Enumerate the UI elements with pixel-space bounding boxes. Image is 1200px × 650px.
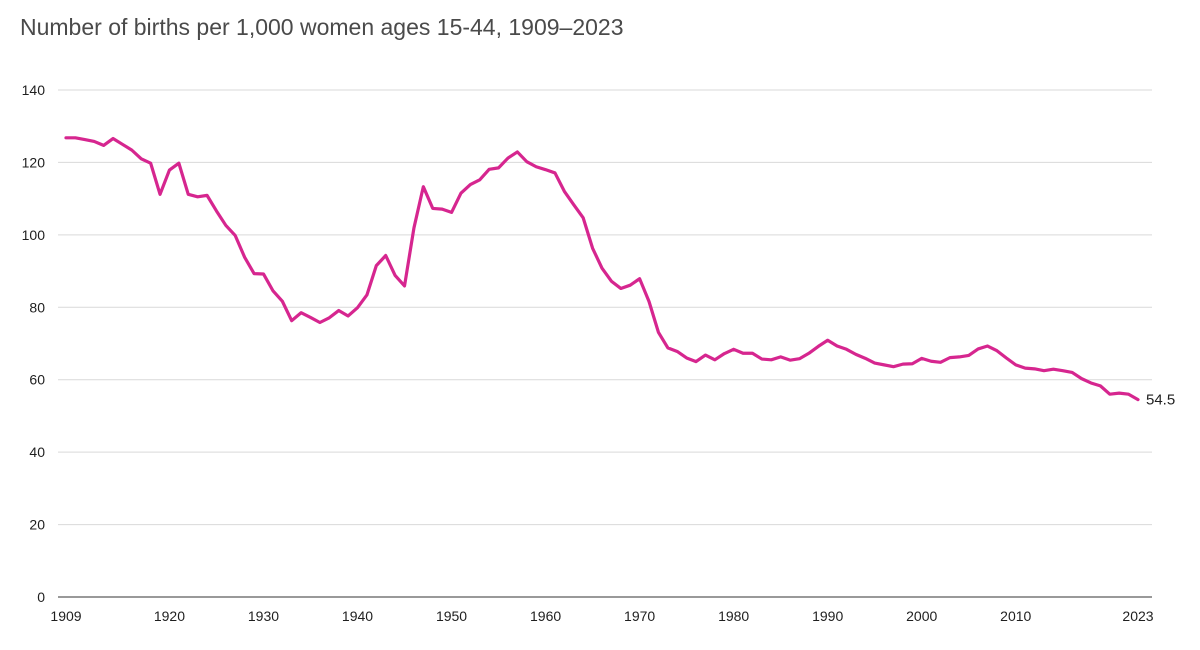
y-tick-label: 20 bbox=[29, 517, 45, 533]
x-axis-tick-labels: 1909 1920 1930 1940 1950 1960 1970 1980 1990 2000… bbox=[50, 608, 1153, 624]
y-axis-tick-labels: 0 20 40 60 80 100 120 140 bbox=[22, 82, 46, 605]
x-tick-label: 2023 bbox=[1122, 608, 1153, 624]
x-tick-label: 2000 bbox=[906, 608, 937, 624]
y-tick-label: 0 bbox=[37, 589, 45, 605]
series-line bbox=[64, 136, 1140, 402]
y-tick-label: 120 bbox=[22, 154, 46, 170]
y-tick-label: 40 bbox=[29, 444, 45, 460]
end-value-label: 54.5 bbox=[1146, 392, 1175, 409]
x-tick-label: 1960 bbox=[530, 608, 561, 624]
y-tick-label: 140 bbox=[22, 82, 46, 98]
x-tick-label: 1990 bbox=[812, 608, 843, 624]
x-tick-label: 1920 bbox=[154, 608, 185, 624]
x-tick-label: 1980 bbox=[718, 608, 749, 624]
x-tick-label: 1950 bbox=[436, 608, 467, 624]
y-tick-label: 100 bbox=[22, 227, 46, 243]
x-tick-label: 1909 bbox=[50, 608, 81, 624]
x-tick-label: 1970 bbox=[624, 608, 655, 624]
series-layer bbox=[64, 136, 1140, 402]
y-tick-label: 80 bbox=[29, 299, 45, 315]
chart-title: Number of births per 1,000 women ages 15… bbox=[20, 14, 624, 40]
data-label-layer: 54.5 bbox=[1146, 392, 1175, 409]
x-tick-label: 1930 bbox=[248, 608, 279, 624]
x-tick-label: 1940 bbox=[342, 608, 373, 624]
gridlines bbox=[58, 89, 1152, 598]
y-tick-label: 60 bbox=[29, 372, 45, 388]
x-tick-label: 2010 bbox=[1000, 608, 1031, 624]
